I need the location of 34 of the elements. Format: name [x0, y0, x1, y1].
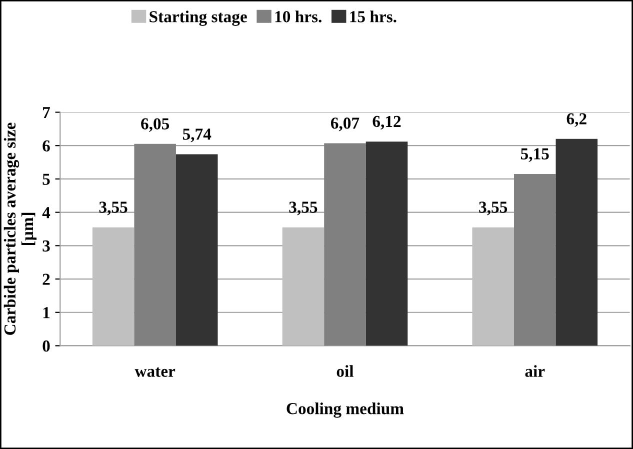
bar: [176, 154, 218, 346]
y-tick-label: 3: [42, 240, 50, 252]
y-tick-label: 1: [43, 307, 50, 318]
bar: [556, 138, 598, 346]
y-tick-label: 2: [42, 274, 50, 285]
bar: [92, 227, 134, 346]
x-tick-label: oil: [336, 365, 354, 377]
data-label: 5,15: [520, 148, 549, 162]
y-tick-label: 0: [42, 340, 50, 352]
bar: [472, 227, 514, 346]
bar: [366, 142, 408, 346]
data-label: 3,55: [99, 202, 128, 216]
y-tick-label: 7: [43, 107, 50, 118]
y-axis-title: Carbide particles average size [µm]: [4, 122, 37, 335]
legend-label: 15 hrs.: [350, 10, 396, 22]
data-label: 6,2: [566, 113, 586, 127]
data-label: 3,55: [479, 202, 508, 216]
data-label: 6,05: [141, 118, 170, 132]
y-tick-label: 4: [42, 207, 50, 218]
x-tick-label: air: [525, 365, 545, 377]
legend-label: Starting stage: [150, 10, 247, 26]
data-label: 3,55: [289, 202, 318, 216]
y-tick-label: 5: [42, 174, 50, 185]
bar: [514, 174, 556, 346]
bar: [134, 144, 176, 346]
x-tick-label: water: [134, 367, 176, 377]
data-label: 6,07: [330, 118, 360, 132]
data-label: 5,74: [182, 128, 212, 142]
x-axis-title: Cooling medium: [286, 402, 404, 418]
legend-label: 10 hrs.: [275, 10, 322, 22]
bar: [324, 143, 366, 346]
y-tick-label: 6: [42, 140, 50, 152]
bar: [282, 227, 324, 346]
data-label: 6,12: [372, 116, 401, 130]
